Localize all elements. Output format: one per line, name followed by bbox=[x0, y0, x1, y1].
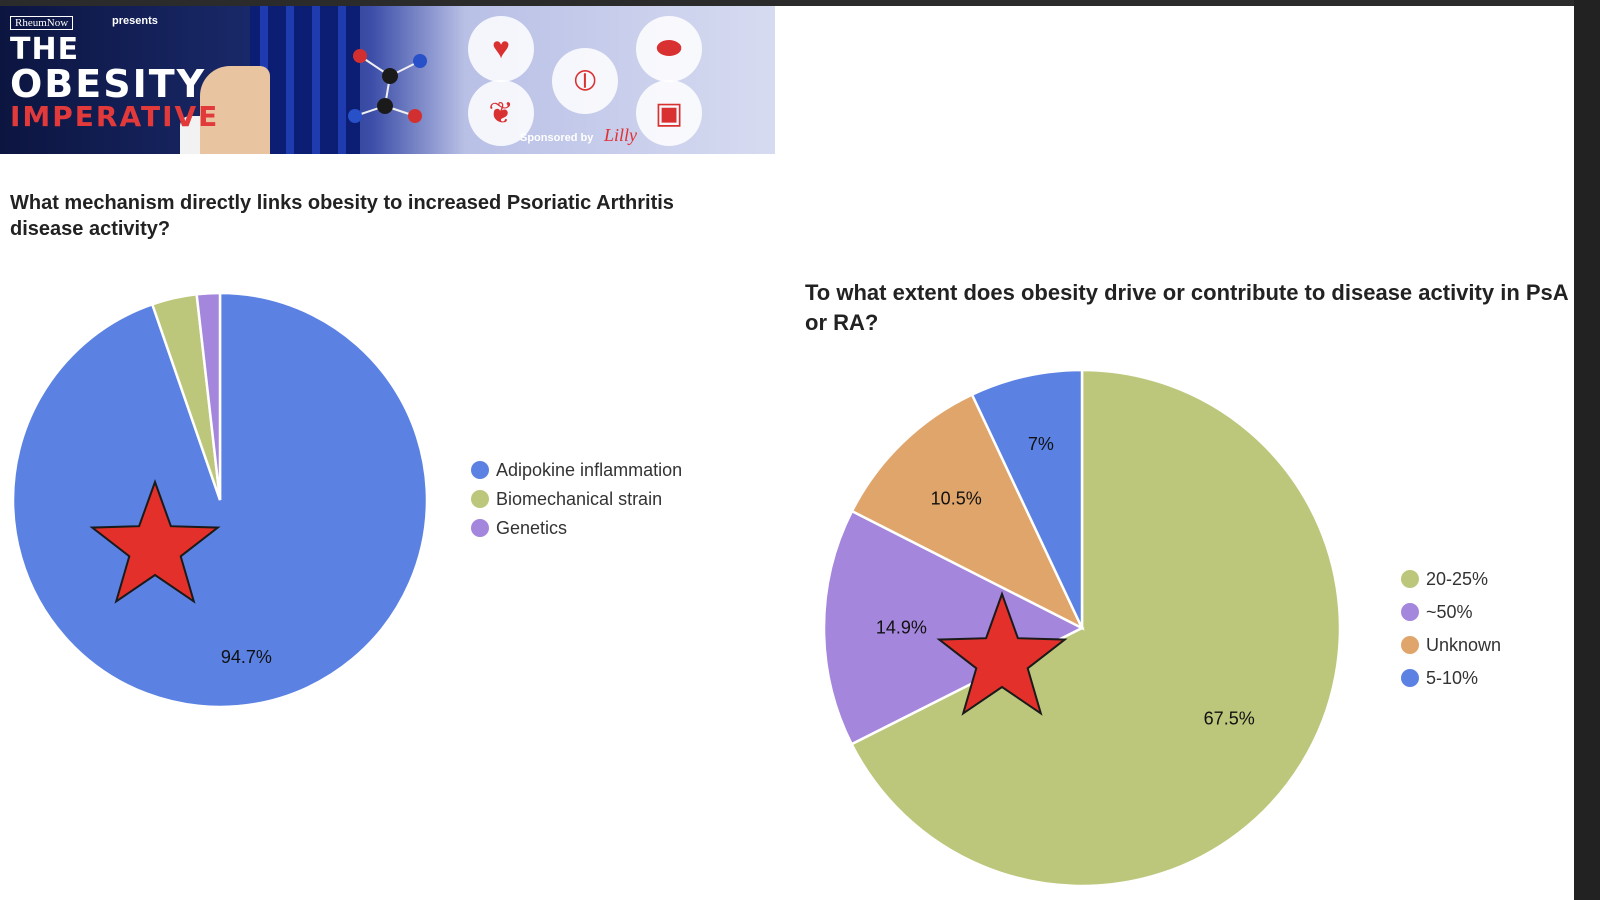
chart2-legend-label-1: ~50% bbox=[1426, 602, 1473, 622]
chart2-slice-0 bbox=[849, 368, 1342, 888]
banner: RheumNow presents THE OBESITY IMPERATIVE… bbox=[0, 6, 775, 154]
chart1-data-label-0: 94.7% bbox=[221, 647, 272, 667]
chart2-legend-swatch-2 bbox=[1401, 636, 1419, 654]
sponsor-logo: Lilly bbox=[604, 125, 638, 145]
chart2-legend-label-3: 5-10% bbox=[1426, 668, 1478, 688]
chart1-legend-swatch-1 bbox=[471, 490, 489, 508]
chart2-legend-swatch-1 bbox=[1401, 603, 1419, 621]
banner-title-line1: THE bbox=[10, 32, 80, 67]
chart1-legend-label-1: Biomechanical strain bbox=[496, 489, 662, 509]
chart2-legend-swatch-0 bbox=[1401, 570, 1419, 588]
banner-title-line2: OBESITY bbox=[10, 62, 207, 106]
brand-logo: RheumNow bbox=[10, 16, 74, 30]
chart2-star-marker bbox=[936, 591, 1068, 716]
chart2-data-label-3: 7% bbox=[1028, 434, 1054, 454]
heart-icon: ♥ bbox=[468, 16, 534, 82]
chart1-star-marker bbox=[89, 479, 221, 604]
chart2-legend-label-2: Unknown bbox=[1426, 635, 1501, 655]
chart2-legend-label-0: 20-25% bbox=[1426, 569, 1488, 589]
chart1-legend-label-0: Adipokine inflammation bbox=[496, 460, 682, 480]
chart2-data-label-0: 67.5% bbox=[1204, 709, 1255, 729]
chart1-slice-2 bbox=[195, 291, 222, 501]
chart2-data-label-2: 10.5% bbox=[931, 488, 982, 508]
chart1-legend-swatch-2 bbox=[471, 519, 489, 537]
chart2-slice-2 bbox=[850, 392, 1085, 631]
right-edge bbox=[1574, 0, 1600, 900]
chart2-slice-1 bbox=[822, 509, 1085, 746]
banner-title-line3: IMPERATIVE bbox=[10, 100, 220, 133]
glucose-meter-icon: ▣ bbox=[636, 80, 702, 146]
presents-text: presents bbox=[112, 15, 158, 27]
joint-icon: ⦶ bbox=[552, 48, 618, 114]
hand-graphic bbox=[200, 66, 270, 154]
chart1-title: What mechanism directly links obesity to… bbox=[10, 192, 674, 240]
chart2-slice-3 bbox=[970, 368, 1084, 629]
chart1-legend-swatch-0 bbox=[471, 461, 489, 479]
chart2-legend-swatch-3 bbox=[1401, 669, 1419, 687]
molecule-graphic bbox=[348, 49, 427, 123]
top-bar bbox=[0, 0, 1600, 6]
chart2-data-label-1: 14.9% bbox=[876, 618, 927, 638]
kidney-icon: ❦ bbox=[468, 80, 534, 146]
liver-icon: ⬬ bbox=[636, 16, 702, 82]
chart2-title: To what extent does obesity drive or con… bbox=[805, 280, 1568, 335]
chart1-legend-label-2: Genetics bbox=[496, 518, 567, 538]
sponsored-by-text: Sponsored by bbox=[520, 132, 594, 144]
